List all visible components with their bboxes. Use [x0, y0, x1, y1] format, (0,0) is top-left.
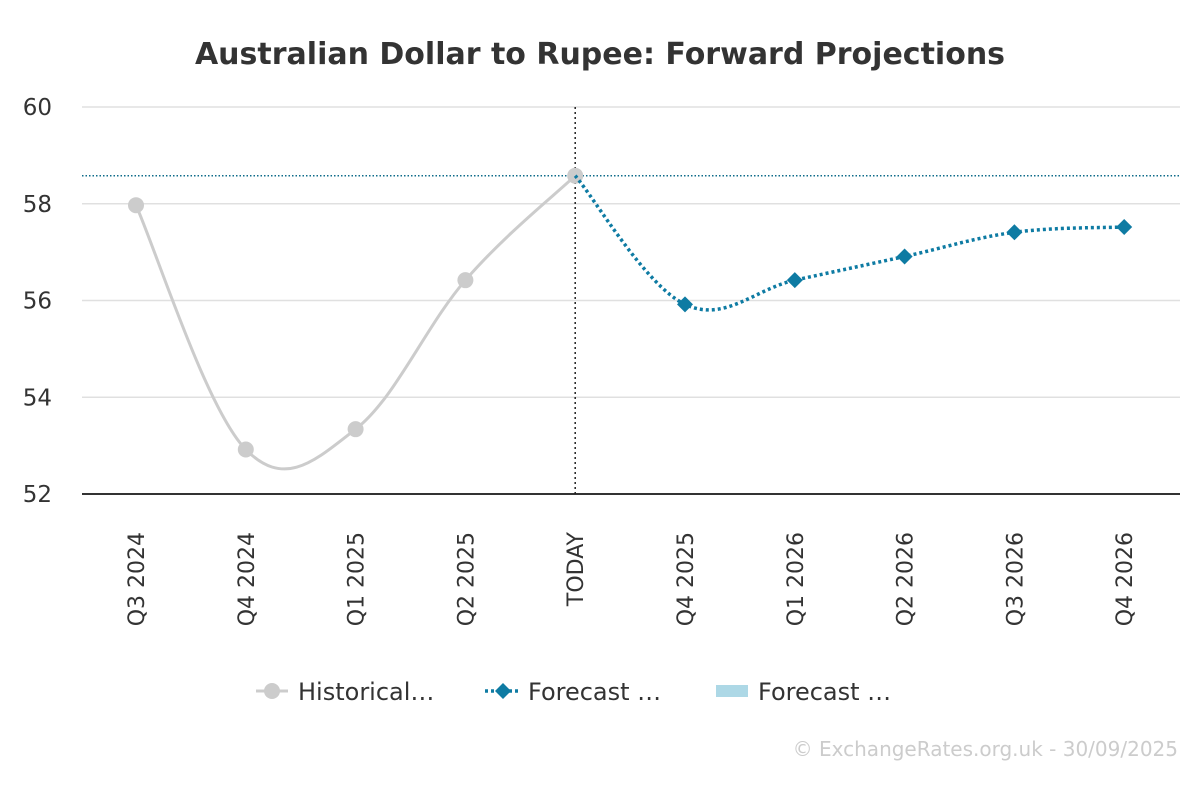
x-tick-label: Q1 2025 — [345, 532, 370, 626]
data-point[interactable] — [347, 421, 364, 438]
x-tick-label: Q2 2026 — [894, 532, 919, 626]
legend[interactable]: Historical… Forecast … Forecast … — [256, 678, 891, 706]
credit-text: © ExchangeRates.org.uk - 30/09/2025 — [793, 737, 1178, 761]
data-point[interactable] — [896, 248, 913, 265]
series-1 — [573, 174, 1133, 313]
data-point[interactable] — [786, 272, 803, 289]
legend-item-2[interactable]: Forecast … — [716, 678, 891, 706]
x-axis: Q3 2024 Q4 2024 Q1 2025 Q2 2025 TODAY Q4 2025… — [125, 531, 1138, 626]
x-tick-label: Q4 2024 — [235, 532, 260, 626]
legend-label: Forecast … — [528, 678, 661, 706]
y-tick-label: 58 — [23, 192, 52, 218]
y-tick-label: 56 — [23, 289, 52, 315]
y-tick-label: 52 — [23, 482, 52, 508]
legend-circle-icon — [264, 683, 280, 699]
legend-diamond-icon — [495, 683, 511, 699]
series-0 — [128, 167, 584, 471]
reference-lines — [82, 107, 1180, 494]
x-tick-label: TODAY — [564, 531, 589, 607]
legend-label: Forecast … — [758, 678, 891, 706]
x-tick-label: Q3 2026 — [1003, 532, 1028, 626]
data-point[interactable] — [237, 441, 254, 458]
data-point[interactable] — [128, 197, 144, 214]
series — [128, 167, 1133, 471]
series-line — [573, 174, 1125, 312]
legend-label: Historical… — [298, 678, 434, 706]
x-tick-label: Q2 2025 — [454, 532, 479, 626]
y-tick-label: 54 — [23, 385, 52, 411]
data-point[interactable] — [457, 272, 474, 289]
x-tick-label: Q4 2025 — [674, 532, 699, 626]
x-tick-label: Q3 2024 — [125, 532, 150, 626]
data-point[interactable] — [677, 296, 693, 313]
data-point[interactable] — [1006, 224, 1023, 241]
y-tick-label: 60 — [23, 95, 52, 121]
grid — [82, 106, 1180, 495]
x-tick-label: Q4 2026 — [1113, 532, 1138, 626]
legend-item-0[interactable]: Historical… — [256, 678, 434, 706]
legend-item-1[interactable]: Forecast … — [485, 678, 661, 706]
y-axis: 52 54 56 58 60 — [23, 95, 52, 508]
x-tick-label: Q1 2026 — [784, 532, 809, 626]
data-point[interactable] — [1116, 218, 1133, 235]
legend-box-icon — [716, 685, 748, 697]
chart-title: Australian Dollar to Rupee: Forward Proj… — [195, 37, 1005, 72]
